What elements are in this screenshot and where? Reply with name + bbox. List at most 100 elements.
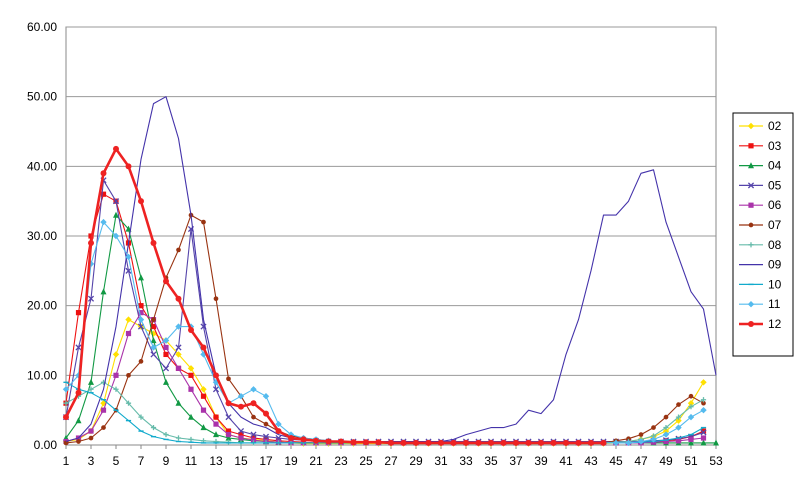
x-tick-label: 17 bbox=[259, 454, 273, 468]
data-point bbox=[225, 434, 232, 441]
data-point bbox=[748, 222, 754, 228]
data-point bbox=[88, 428, 94, 434]
data-point bbox=[662, 427, 670, 435]
data-point bbox=[100, 191, 107, 197]
data-point bbox=[100, 170, 107, 177]
y-axis-ticks: 0.00 10.00 20.00 30.00 40.00 50.00 60.00 bbox=[27, 20, 57, 452]
y-tick-label: 50.00 bbox=[27, 90, 57, 104]
data-point bbox=[388, 439, 394, 446]
legend-label-11: 11 bbox=[768, 297, 781, 311]
data-point bbox=[662, 431, 670, 438]
data-point bbox=[250, 386, 257, 393]
x-tick-label: 13 bbox=[209, 454, 223, 468]
data-point bbox=[176, 247, 181, 253]
data-point bbox=[100, 218, 107, 226]
x-tick-label: 29 bbox=[409, 454, 423, 468]
data-point bbox=[338, 438, 344, 445]
data-point bbox=[700, 406, 707, 414]
data-point bbox=[75, 389, 82, 396]
series-12 bbox=[63, 145, 607, 446]
data-point bbox=[138, 359, 144, 364]
data-point bbox=[175, 323, 182, 330]
x-tick-label: 7 bbox=[138, 454, 145, 468]
data-point bbox=[213, 414, 219, 420]
legend-label-09: 09 bbox=[768, 258, 782, 272]
data-point bbox=[162, 365, 170, 372]
data-point bbox=[188, 327, 194, 334]
x-tick-label: 33 bbox=[459, 454, 473, 468]
x-tick-label: 37 bbox=[509, 454, 523, 468]
data-point bbox=[112, 232, 120, 240]
data-point bbox=[175, 344, 182, 351]
data-point bbox=[575, 439, 582, 446]
data-point bbox=[262, 433, 270, 440]
data-point bbox=[175, 435, 182, 441]
legend-label-08: 08 bbox=[768, 238, 782, 252]
data-point bbox=[175, 365, 182, 371]
data-point bbox=[288, 435, 294, 442]
data-point bbox=[125, 316, 132, 323]
data-point bbox=[63, 400, 69, 406]
data-point bbox=[747, 122, 755, 130]
data-point bbox=[275, 420, 282, 428]
x-tick-label: 35 bbox=[484, 454, 498, 468]
data-point bbox=[212, 386, 220, 393]
data-point bbox=[163, 431, 169, 438]
data-point bbox=[112, 198, 120, 205]
y-tick-label: 30.00 bbox=[27, 229, 57, 243]
data-point bbox=[163, 378, 169, 385]
data-point bbox=[263, 410, 269, 417]
data-point bbox=[63, 414, 69, 421]
data-point bbox=[88, 435, 94, 441]
x-tick-label: 1 bbox=[63, 454, 70, 468]
data-point bbox=[113, 211, 119, 218]
data-point bbox=[513, 439, 519, 446]
y-tick-label: 60.00 bbox=[27, 20, 57, 34]
data-point bbox=[237, 393, 245, 400]
data-point bbox=[413, 439, 419, 446]
data-point bbox=[88, 378, 94, 385]
x-tick-label: 31 bbox=[434, 454, 448, 468]
data-point bbox=[425, 439, 432, 446]
data-point bbox=[113, 386, 119, 392]
legend-label-05: 05 bbox=[768, 178, 782, 192]
data-point bbox=[163, 344, 169, 351]
data-point bbox=[238, 435, 244, 441]
x-tick-label: 27 bbox=[384, 454, 398, 468]
data-point bbox=[250, 431, 257, 438]
x-tick-label: 9 bbox=[163, 454, 170, 468]
data-point bbox=[675, 438, 682, 444]
data-point bbox=[113, 145, 119, 152]
data-point bbox=[563, 439, 569, 446]
data-point bbox=[651, 425, 656, 430]
data-point bbox=[638, 432, 644, 437]
data-point bbox=[200, 407, 207, 413]
x-tick-label: 45 bbox=[609, 454, 623, 468]
data-point bbox=[200, 344, 207, 351]
data-point bbox=[675, 414, 682, 420]
data-point bbox=[748, 143, 754, 149]
data-point bbox=[200, 386, 207, 393]
data-point bbox=[163, 351, 169, 358]
data-point bbox=[688, 436, 694, 443]
data-point bbox=[150, 424, 157, 431]
data-point bbox=[747, 301, 755, 308]
data-point bbox=[75, 344, 82, 351]
x-tick-label: 47 bbox=[634, 454, 648, 468]
data-point bbox=[748, 202, 754, 208]
data-point bbox=[438, 439, 444, 446]
data-point bbox=[100, 288, 107, 295]
data-point bbox=[175, 399, 182, 406]
data-point bbox=[100, 407, 107, 413]
data-point bbox=[213, 372, 219, 379]
x-tick-label: 39 bbox=[534, 454, 548, 468]
data-point bbox=[201, 219, 206, 225]
legend-label-03: 03 bbox=[768, 139, 782, 153]
data-point bbox=[588, 439, 594, 446]
data-point bbox=[150, 323, 157, 330]
data-point bbox=[200, 424, 207, 431]
legend-label-06: 06 bbox=[768, 198, 782, 212]
data-point bbox=[488, 439, 494, 446]
data-point bbox=[125, 267, 132, 274]
